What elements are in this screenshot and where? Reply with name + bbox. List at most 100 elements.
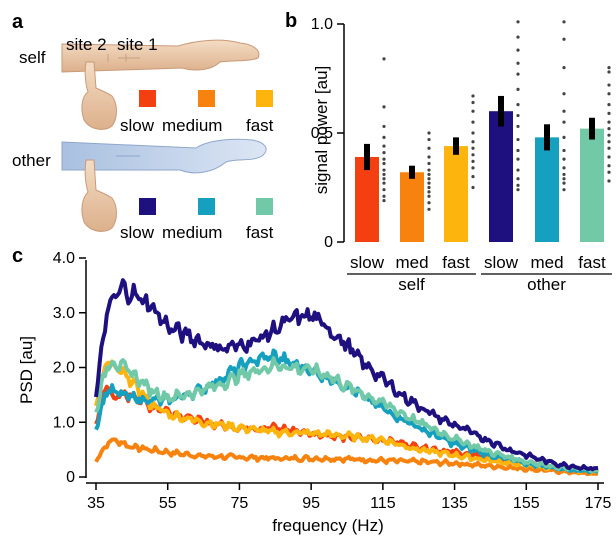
panel-b-bar-chart: b signal power [au] 00.51.0 slow med fast s… xyxy=(285,10,612,294)
panel-b-data-point xyxy=(607,140,611,144)
panel-b-data-point xyxy=(471,185,475,190)
panel-b-bar xyxy=(355,156,379,242)
site1-label: site 1 xyxy=(117,35,158,54)
panel-b-data-point xyxy=(427,155,431,159)
panel-b-group-label: self xyxy=(398,275,425,294)
panel-b-data-point xyxy=(607,83,611,87)
panel-c-y-tick-label: 0 xyxy=(66,469,75,486)
panel-b-data-point xyxy=(471,140,475,144)
panel-b-data-point xyxy=(607,179,611,183)
panel-b-data-point xyxy=(516,48,520,52)
panel-b-data-point xyxy=(562,157,566,161)
panel-b-data-point xyxy=(607,127,611,131)
panel-b-data-point xyxy=(562,188,566,192)
other-fast-label: fast xyxy=(246,223,274,242)
panel-c-x-tick-label: 35 xyxy=(87,495,105,512)
panel-b-data-point xyxy=(471,166,475,170)
panel-b-data-point xyxy=(471,146,475,150)
panel-b-data-point xyxy=(471,153,475,157)
panel-b-bar xyxy=(444,146,468,242)
panel-b-data-point xyxy=(516,72,520,76)
panel-b-bar xyxy=(489,111,513,242)
panel-b-letter: b xyxy=(285,10,297,32)
panel-b-data-point xyxy=(427,181,431,185)
panel-b-data-point xyxy=(607,146,611,150)
panel-b-data-point xyxy=(382,157,386,161)
panel-c-x-tick-label: 55 xyxy=(159,495,177,512)
other-hand-illustration xyxy=(81,159,117,232)
panel-b-x-tick-label: med xyxy=(395,253,428,272)
panel-b-data-point xyxy=(471,175,475,179)
panel-b-data-point xyxy=(562,92,566,96)
self-arm-illustration xyxy=(61,39,260,73)
panel-c-x-tick-label: 75 xyxy=(231,495,249,512)
panel-c-x-tick-label: 155 xyxy=(513,495,540,512)
panel-b-data-point xyxy=(471,131,475,135)
panel-b-data-point xyxy=(382,172,386,177)
panel-c-x-axis-label: frequency (Hz) xyxy=(272,516,383,535)
panel-a: a site 2 site 1 self slow medium fast ot… xyxy=(12,11,274,242)
panel-b-y-tick-label: 0 xyxy=(324,234,333,251)
panel-b-data-point xyxy=(382,168,386,172)
panel-b-data-point xyxy=(427,161,431,166)
panel-b-data-point xyxy=(607,155,611,159)
panel-b-bar xyxy=(580,128,604,242)
panel-b-bar xyxy=(535,137,559,242)
panel-b-data-point xyxy=(427,190,431,194)
panel-c-y-tick-label: 1.0 xyxy=(53,414,75,431)
self-medium-swatch xyxy=(198,90,215,107)
panel-c-y-tick-label: 4.0 xyxy=(53,250,75,267)
panel-b-bar xyxy=(400,172,424,242)
panel-b-data-point xyxy=(382,144,386,148)
panel-b-data-point xyxy=(516,35,520,39)
panel-b-data-point xyxy=(382,181,386,185)
panel-b-data-point xyxy=(382,151,386,155)
panel-c-x-tick-label: 175 xyxy=(585,495,612,512)
self-hand-illustration xyxy=(81,61,117,130)
panel-b-data-point xyxy=(607,170,611,174)
panel-b-data-point xyxy=(607,103,611,107)
panel-b-data-point xyxy=(382,188,386,192)
panel-c-psd-line xyxy=(94,278,599,472)
panel-c-line-chart: c PSD [au] frequency (Hz) 01.02.03.04.0 … xyxy=(12,245,611,535)
panel-c-psd-line xyxy=(94,359,600,475)
panel-b-data-point xyxy=(516,61,520,65)
panel-c-y-tick-label: 2.0 xyxy=(53,360,75,377)
panel-b-data-point xyxy=(562,181,566,185)
panel-b-data-point xyxy=(516,20,520,24)
panel-b-data-point xyxy=(382,161,386,166)
panel-b-data-point xyxy=(562,66,566,70)
panel-b-x-tick-label: fast xyxy=(578,253,606,272)
panel-b-x-tick-label: fast xyxy=(442,253,470,272)
panel-c-x-tick-label: 95 xyxy=(302,495,320,512)
panel-b-x-tick-label: slow xyxy=(350,253,385,272)
panel-b-data-point xyxy=(382,198,386,203)
panel-c-x-tick-label: 115 xyxy=(370,495,396,512)
panel-b-data-point xyxy=(562,109,566,113)
self-medium-label: medium xyxy=(162,116,222,135)
panel-b-x-tick-label: med xyxy=(530,253,563,272)
other-label: other xyxy=(12,151,51,170)
panel-b-data-point xyxy=(471,109,475,113)
panel-c-psd-line xyxy=(94,356,599,473)
panel-b-data-point xyxy=(382,177,386,181)
panel-b-data-point xyxy=(471,120,475,124)
panel-b-data-point xyxy=(516,103,520,107)
other-slow-swatch xyxy=(139,198,156,215)
panel-b-data-point xyxy=(562,166,566,170)
panel-b-data-point xyxy=(427,131,431,135)
panel-b-data-point xyxy=(471,100,475,105)
panel-b-data-point xyxy=(562,37,566,41)
panel-b-data-point xyxy=(516,148,520,153)
panel-b-data-point xyxy=(562,148,566,153)
panel-b-data-point xyxy=(516,177,520,181)
panel-b-data-point xyxy=(382,57,386,61)
panel-b-data-point xyxy=(427,201,431,205)
panel-b-group-label: other xyxy=(527,275,566,294)
other-fast-swatch xyxy=(256,198,273,215)
panel-b-data-point xyxy=(427,137,431,142)
panel-b-data-point xyxy=(562,177,566,181)
panel-a-letter: a xyxy=(12,11,24,33)
other-arm-illustration xyxy=(61,138,267,174)
panel-b-data-point xyxy=(607,120,611,124)
